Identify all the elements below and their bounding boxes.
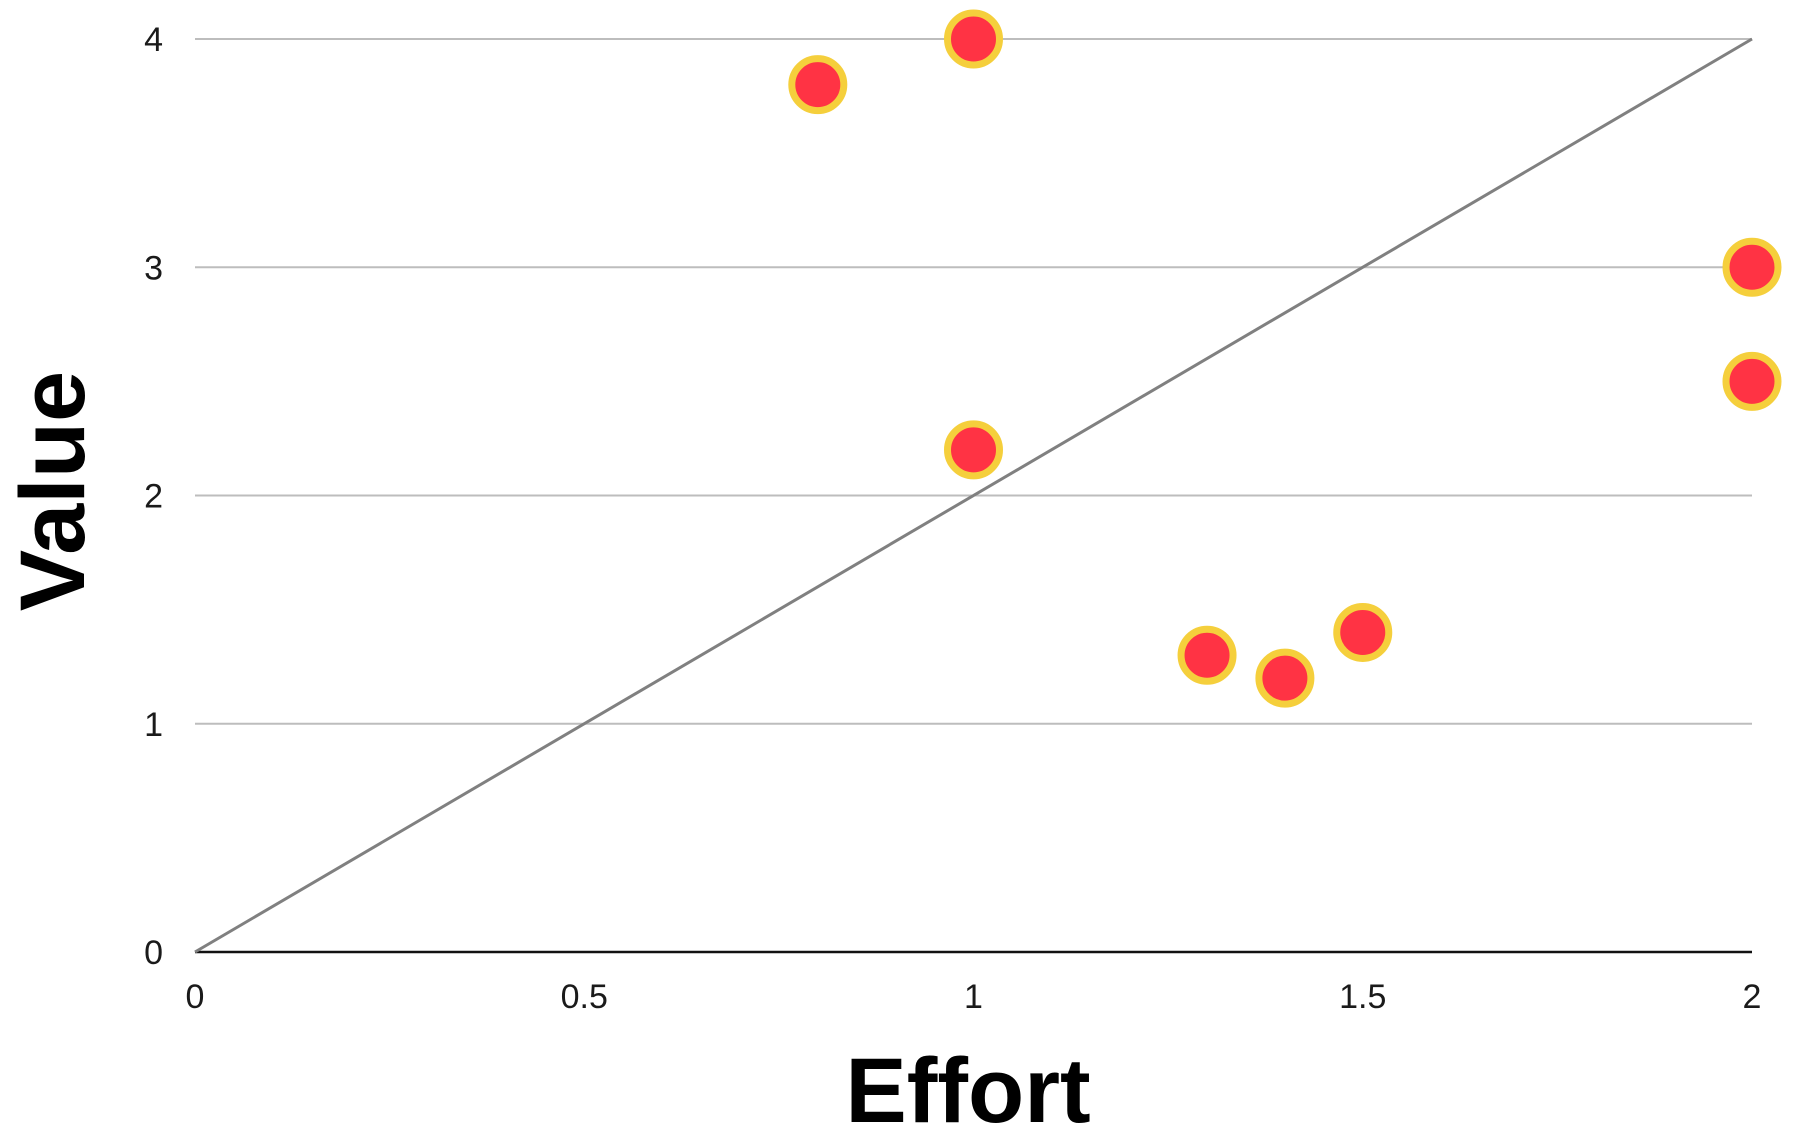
x-tick-label: 1	[964, 978, 983, 1016]
y-tick-label: 0	[144, 934, 163, 972]
data-point	[1722, 237, 1782, 297]
tick-labels: 0 1 2 3 4 0 0.5 1 1.5 2	[144, 21, 1761, 1016]
data-point	[944, 9, 1003, 69]
data-point	[1333, 602, 1393, 662]
y-axis-title: Value	[2, 371, 104, 611]
data-point	[944, 420, 1003, 480]
x-tick-label: 1.5	[1339, 978, 1386, 1016]
x-tick-label: 0.5	[561, 978, 608, 1016]
y-tick-label: 2	[144, 478, 163, 516]
y-tick-label: 1	[144, 706, 163, 744]
data-point	[1177, 625, 1237, 685]
data-point	[1722, 351, 1782, 411]
reference-line	[194, 37, 1753, 954]
x-axis-title: Effort	[845, 1040, 1090, 1140]
x-tick-label: 2	[1743, 978, 1762, 1016]
gridlines	[195, 38, 1752, 725]
data-point	[788, 55, 848, 115]
x-tick-label: 0	[186, 978, 205, 1016]
y-tick-label: 4	[144, 21, 163, 59]
data-points	[788, 9, 1782, 708]
reference-line-group	[194, 37, 1753, 954]
data-point	[1255, 648, 1315, 708]
y-tick-label: 3	[144, 249, 163, 287]
